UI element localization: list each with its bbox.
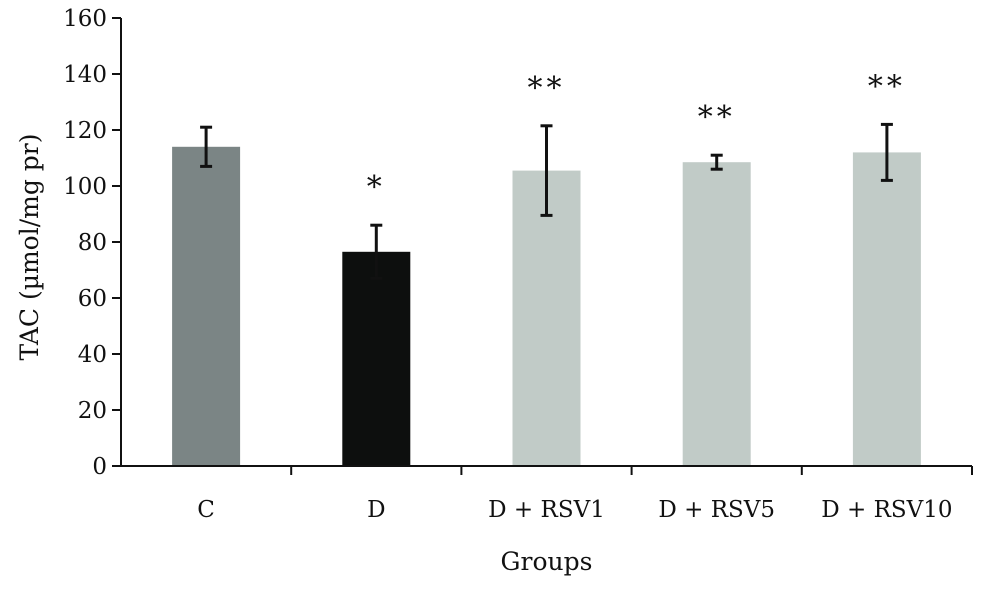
error-bar-1 — [200, 125, 213, 168]
y-tick-label: 100 — [63, 174, 107, 200]
bar-1 — [172, 146, 241, 467]
bar-2 — [342, 251, 411, 466]
y-tick-label: 20 — [78, 398, 107, 424]
error-bar-2 — [370, 223, 383, 280]
x-labels-layer: C D D + RSV1 D + RSV5 D + RSV10 — [197, 497, 952, 523]
bars-layer — [172, 146, 921, 467]
y-tick-label: 80 — [78, 230, 107, 256]
error-bar-3 — [540, 124, 553, 217]
y-ticks-layer: 0 20 40 60 80 100 120 140 160 — [63, 6, 121, 480]
significance-mark-3: ** — [528, 71, 566, 106]
category-label-3: D + RSV1 — [488, 497, 605, 523]
y-tick-label: 40 — [78, 342, 107, 368]
bar-3 — [512, 170, 581, 466]
y-tick-label: 120 — [63, 118, 107, 144]
significance-mark-5: ** — [868, 69, 906, 104]
significance-layer: ******* — [367, 69, 906, 205]
bar-4 — [682, 162, 751, 466]
y-tick-label: 0 — [92, 454, 107, 480]
error-bars-layer — [200, 122, 893, 280]
category-label-5: D + RSV10 — [821, 497, 952, 523]
x-axis-title: Groups — [501, 547, 593, 576]
significance-mark-4: ** — [698, 100, 736, 135]
y-tick-label: 160 — [63, 6, 107, 32]
bar-5 — [852, 152, 921, 466]
category-label-1: C — [197, 497, 215, 523]
y-axis-title: TAC (µmol/mg pr) — [15, 134, 44, 361]
y-tick-label: 60 — [78, 286, 107, 312]
error-bar-4 — [710, 153, 723, 171]
significance-mark-2: * — [367, 170, 386, 205]
category-label-2: D — [367, 497, 385, 523]
y-tick-label: 140 — [63, 62, 107, 88]
error-bar-5 — [880, 122, 893, 182]
category-label-4: D + RSV5 — [658, 497, 775, 523]
